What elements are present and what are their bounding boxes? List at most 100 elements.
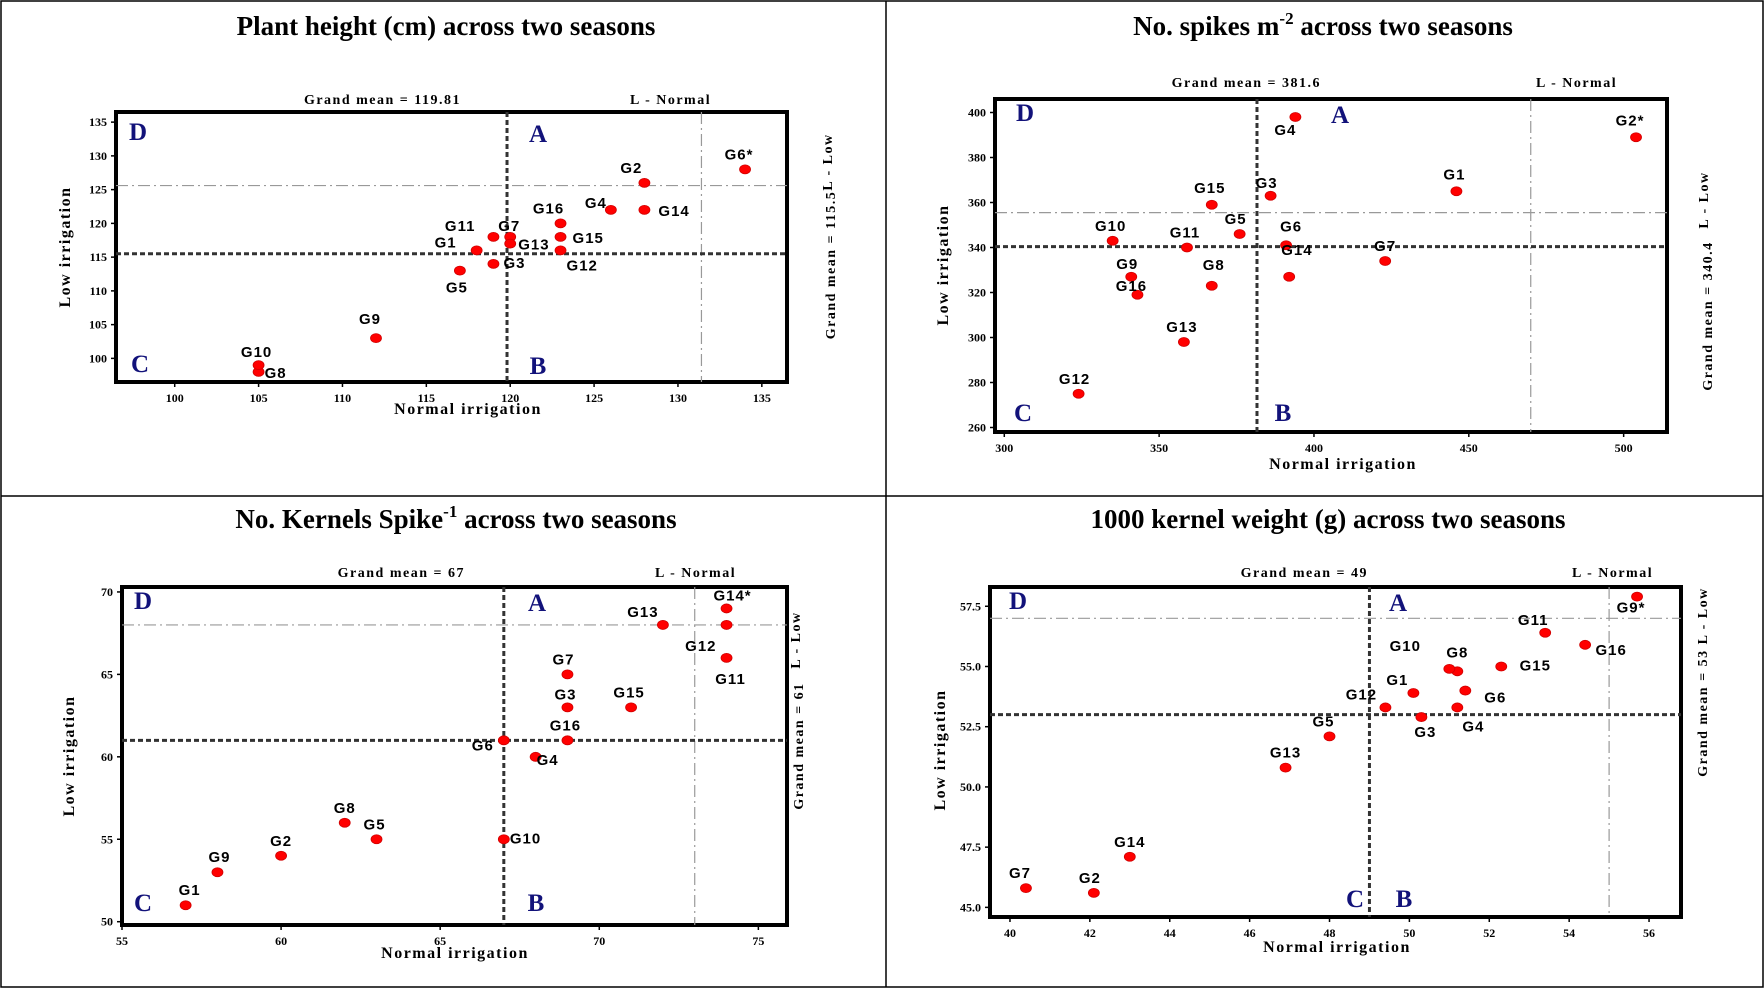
y-tick-label: 115 (90, 250, 107, 264)
data-point-label: G2 (270, 833, 292, 850)
data-point (370, 834, 383, 845)
data-point (1280, 240, 1292, 251)
data-point (211, 867, 224, 878)
quadrant-d-label: D (134, 588, 152, 615)
data-point (1106, 235, 1119, 246)
x-tick-label: 500 (1615, 441, 1633, 455)
data-point-label: G4 (537, 752, 559, 769)
x-tick-label: 56 (1643, 926, 1655, 940)
x-tick-label: 55 (116, 934, 128, 948)
data-point (1451, 702, 1464, 713)
y-tick-label: 70 (101, 585, 113, 599)
x-tick-label: 135 (753, 391, 771, 405)
data-point-label: G11 (445, 218, 476, 235)
data-point-label: G16 (550, 717, 581, 734)
x-tick-label: 50 (1403, 926, 1415, 940)
grand-mean-y-label: Grand mean = 340.4 (1701, 241, 1716, 390)
data-point (638, 204, 651, 215)
data-point-label: G5 (1313, 713, 1335, 730)
panel-4-plot: 40 42 44 46 48 50 52 54 56 45.0 47.5 50.0 52.5 55.0 57… (932, 566, 1711, 956)
x-tick-label: 105 (250, 391, 268, 405)
quadrant-a-label: A (1331, 102, 1349, 129)
x-tick-label: 110 (334, 391, 351, 405)
data-point-label: G5 (364, 816, 386, 833)
l-normal-label: L - Normal (1572, 566, 1653, 581)
y-tick-label: 125 (89, 183, 107, 197)
data-point (275, 850, 287, 861)
data-point (1205, 199, 1218, 210)
panel-3-title-prefix: No. Kernels Spike (235, 504, 443, 534)
x-tick-label: 450 (1460, 441, 1478, 455)
data-point (370, 333, 382, 344)
plot-frame (988, 585, 1683, 919)
data-point (720, 652, 733, 663)
data-point-label: G9 (359, 311, 381, 328)
data-point (1443, 663, 1456, 674)
data-point-label: G2 (620, 160, 642, 177)
x-tick-label: 44 (1164, 926, 1176, 940)
y-tick-label: 45.0 (960, 900, 981, 914)
y-tick-label: 340 (968, 241, 986, 255)
panel-4-title: 1000 kernel weight (g) across two season… (1091, 504, 1566, 534)
y-tick-label: 110 (90, 284, 107, 298)
data-point (453, 265, 466, 276)
quadrant-c-label: C (1014, 400, 1032, 427)
data-point (529, 751, 542, 762)
data-point (739, 164, 751, 175)
data-point-label: G2 (1079, 870, 1101, 887)
x-tick-label: 300 (995, 441, 1013, 455)
quadrant-c-label: C (134, 890, 152, 917)
y-tick-label: 55.0 (960, 659, 981, 673)
x-tick-label: 125 (585, 391, 603, 405)
data-point (1579, 639, 1592, 650)
data-point-label: G4 (585, 195, 607, 212)
data-point-label: G8 (1446, 644, 1468, 661)
data-point-label: G14* (713, 587, 751, 604)
quadrant-d-label: D (129, 119, 147, 146)
x-tick-label: 100 (166, 391, 184, 405)
data-point-label: G10 (510, 830, 541, 847)
x-tick-label: 65 (434, 934, 446, 948)
data-point-label: G10 (1095, 218, 1126, 235)
data-point-label: G6 (1280, 218, 1302, 235)
y-tick-label: 50.0 (960, 780, 981, 794)
data-point-label: G10 (1390, 638, 1421, 655)
data-point (638, 177, 651, 188)
data-point (1630, 132, 1642, 143)
quadrant-d-label: D (1009, 588, 1027, 615)
data-point-label: G1 (1386, 672, 1408, 689)
panel-3-title-sup: -1 (443, 502, 457, 521)
panel-2-title: No. spikes m-2 across two seasons (1133, 9, 1513, 41)
x-tick-label: 75 (752, 934, 764, 948)
l-low-label: L - Low (1697, 171, 1712, 228)
y-tick-label: 55 (101, 832, 113, 846)
data-point (470, 245, 483, 256)
data-point (1264, 190, 1277, 201)
data-point-label: G7 (552, 651, 574, 668)
data-point-label: G15 (613, 684, 644, 701)
data-point (1289, 112, 1302, 122)
x-axis-label: Normal irrigation (1269, 456, 1417, 473)
y-tick-label: 280 (968, 376, 986, 390)
quadrant-a-label: A (529, 121, 547, 148)
y-tick-label: 52.5 (960, 720, 981, 734)
quadrant-a-label: A (1389, 590, 1407, 617)
y-tick-label: 57.5 (960, 599, 981, 613)
data-point (1407, 688, 1420, 698)
data-point (1279, 762, 1292, 773)
data-point (497, 735, 510, 746)
data-point (1233, 229, 1246, 239)
x-tick-label: 130 (669, 391, 687, 405)
y-tick-label: 360 (968, 196, 986, 210)
x-axis-label: Normal irrigation (1263, 939, 1411, 956)
y-tick-label: 400 (968, 106, 986, 120)
y-tick-label: 50 (101, 915, 113, 929)
quadrant-b-label: B (1396, 886, 1413, 913)
x-tick-label: 115 (418, 391, 435, 405)
x-tick-label: 120 (501, 391, 519, 405)
x-axis-label: Normal irrigation (394, 401, 542, 418)
y-tick-label: 100 (89, 351, 107, 365)
data-point-label: G8 (1203, 257, 1225, 274)
data-point-label: G16 (533, 200, 564, 217)
data-point-label: G6 (472, 737, 494, 754)
